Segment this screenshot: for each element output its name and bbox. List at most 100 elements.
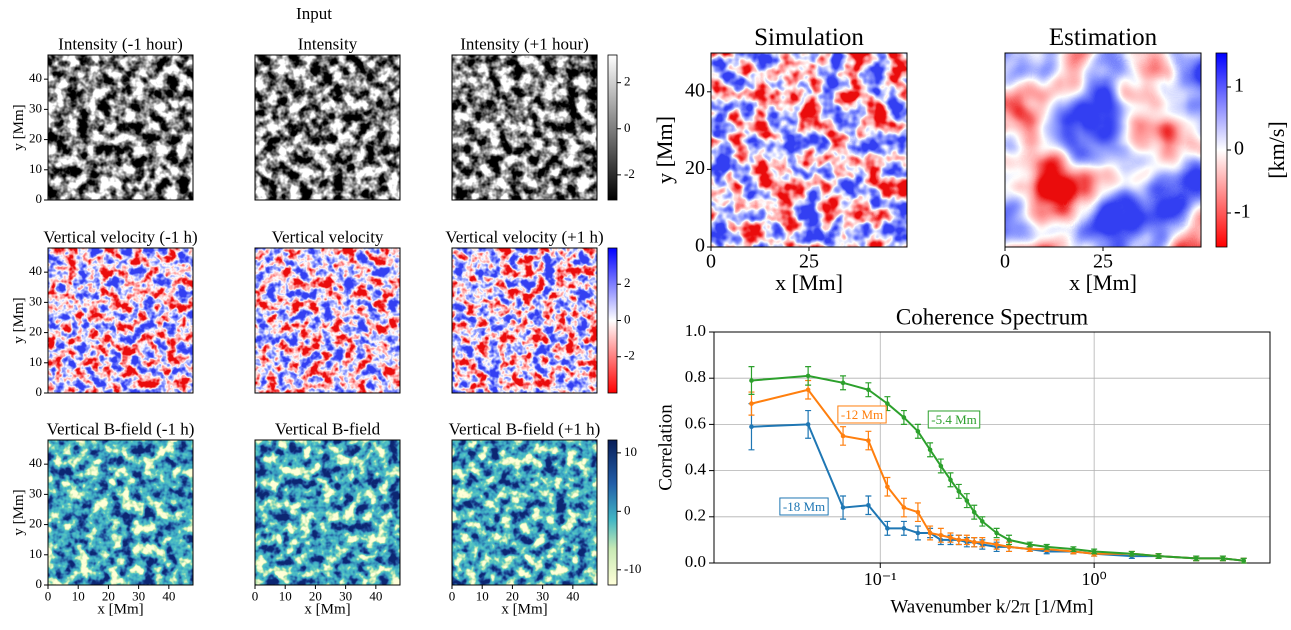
y-tick-label: 40	[29, 455, 42, 470]
y-axis-label: Correlation	[655, 404, 676, 491]
data-point	[927, 447, 933, 453]
y-tick-label: 40	[685, 79, 705, 101]
image-map	[255, 248, 400, 393]
x-tick-label: 0	[706, 251, 716, 273]
image-map	[1005, 53, 1201, 247]
image-map	[48, 55, 193, 200]
data-point	[964, 537, 970, 543]
data-point	[749, 424, 754, 430]
x-tick-label: 0	[252, 588, 259, 603]
image-map	[452, 55, 597, 200]
data-point	[1027, 546, 1033, 552]
data-point	[980, 539, 985, 545]
colorbar-label: [km/s]	[1264, 121, 1289, 178]
colorbar-tick-label: 0	[624, 311, 631, 326]
x-tick-label: 20	[309, 588, 322, 603]
data-point	[1071, 546, 1076, 552]
y-axis-label: y [Mm]	[652, 116, 677, 184]
data-point	[994, 542, 999, 547]
x-tick-label: 20	[506, 588, 519, 603]
colorbar-tick-label: -1	[1234, 201, 1251, 223]
data-point	[866, 502, 871, 508]
y-tick-label: 0.4	[685, 460, 707, 479]
x-tick-label: 10	[72, 588, 85, 603]
chart-title: Coherence Spectrum	[896, 304, 1088, 329]
data-point	[938, 532, 944, 538]
annotation: -18 Mm	[783, 499, 825, 514]
data-point	[885, 484, 890, 490]
y-tick-label: 40	[29, 263, 42, 278]
data-point	[805, 373, 811, 379]
frame	[451, 247, 598, 394]
colorbar-tick-label: 1	[1234, 75, 1244, 97]
colorbar-tick-label: -10	[624, 561, 641, 576]
y-tick-label: 10	[29, 354, 42, 369]
x-tick-label: 0	[1000, 251, 1010, 273]
data-point	[1241, 558, 1246, 563]
data-point	[1044, 544, 1049, 550]
y-tick-label: 10	[29, 161, 42, 176]
annotation: -5.4 Mm	[931, 412, 977, 427]
data-point	[840, 380, 846, 386]
group-label: Input	[296, 4, 332, 23]
data-point	[948, 535, 953, 540]
x-tick-label: 30	[132, 588, 145, 603]
data-point	[956, 489, 962, 494]
data-point	[805, 387, 811, 393]
x-axis-label: Wavenumber k/2π [1/Mm]	[890, 596, 1093, 617]
y-tick-label: 20	[29, 516, 42, 531]
x-tick-label: 20	[102, 588, 115, 603]
x-tick-label: 40	[369, 588, 382, 603]
y-tick-label: 20	[29, 131, 42, 146]
data-point	[885, 401, 890, 406]
data-point	[915, 509, 921, 515]
data-point	[866, 387, 871, 393]
colorbar-tick-label: 0	[1234, 138, 1244, 160]
annotation-box	[927, 410, 981, 429]
data-point	[805, 422, 811, 427]
colorbar	[1215, 52, 1228, 248]
data-point	[915, 429, 921, 434]
data-point	[866, 438, 871, 443]
y-tick-label: 10	[29, 546, 42, 561]
colorbar	[607, 54, 618, 201]
x-axis-label: x [Mm]	[501, 602, 547, 618]
colorbar-tick-label: -2	[624, 348, 635, 363]
image-map	[452, 248, 597, 393]
panel-title: Vertical velocity (+1 h)	[445, 228, 603, 247]
data-point	[901, 415, 907, 420]
x-tick-label: 25	[799, 251, 819, 273]
panel-title: Simulation	[754, 24, 864, 51]
y-tick-label: 0	[695, 235, 705, 257]
panel-title: Estimation	[1049, 24, 1158, 51]
y-axis-label: y [Mm]	[11, 297, 27, 343]
annotation: -12 Mm	[841, 407, 883, 422]
data-point	[994, 530, 999, 536]
image-map	[255, 55, 400, 200]
x-tick-label: 30	[536, 588, 549, 603]
x-tick-label: 10	[279, 588, 292, 603]
frame	[254, 247, 401, 394]
y-tick-label: 0.0	[685, 552, 706, 571]
panel-title: Vertical velocity (-1 h)	[43, 228, 197, 247]
y-tick-label: 0	[36, 576, 43, 591]
y-axis-label: y [Mm]	[11, 104, 27, 150]
y-tick-label: 20	[685, 157, 705, 179]
frame	[451, 54, 598, 201]
y-axis-label: y [Mm]	[11, 489, 27, 535]
data-point	[1006, 544, 1012, 550]
colorbar-tick-label: -2	[624, 166, 635, 181]
frame	[254, 439, 401, 586]
frame	[254, 54, 401, 201]
data-point	[1006, 537, 1012, 543]
data-point	[964, 498, 970, 503]
frame	[47, 54, 194, 201]
data-point	[901, 526, 907, 531]
colorbar	[607, 247, 618, 394]
y-tick-label: 0.2	[685, 506, 706, 525]
panel-title: Vertical B-field	[275, 420, 381, 439]
colorbar-tick-label: 2	[624, 74, 631, 89]
x-tick-label: 25	[1093, 251, 1113, 273]
data-point	[1027, 542, 1033, 547]
data-point	[971, 509, 977, 515]
